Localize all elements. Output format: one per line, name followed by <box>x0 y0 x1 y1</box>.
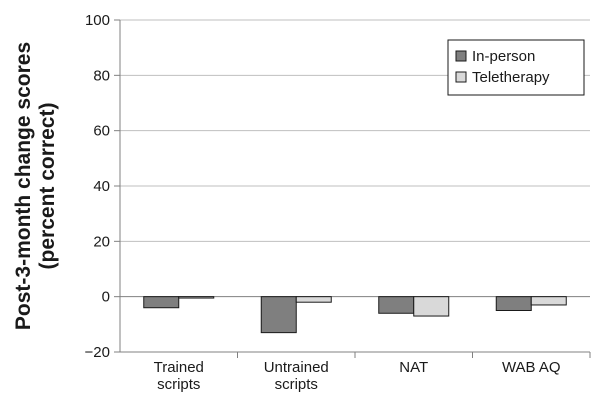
bar-teletherapy-3 <box>530 296 567 306</box>
bar-in-person-1 <box>260 296 297 334</box>
x-category-label: Untrained <box>264 359 329 376</box>
legend-swatch <box>455 50 467 62</box>
y-tick-label: 80 <box>93 67 110 84</box>
y-tick-label: 60 <box>93 123 110 140</box>
y-tick-label: −20 <box>85 344 110 361</box>
bar-teletherapy-2 <box>413 296 450 317</box>
x-category-label: scripts <box>275 376 318 393</box>
x-category-label: Trained <box>154 359 204 376</box>
x-category-label: WAB AQ <box>502 359 561 376</box>
x-category-label: scripts <box>157 376 200 393</box>
bar-teletherapy-0 <box>178 296 215 299</box>
legend-label: In-person <box>472 48 535 65</box>
legend-label: Teletherapy <box>472 69 550 86</box>
y-axis-label: Post-3-month change scores <box>12 42 35 330</box>
x-category-label: NAT <box>399 359 428 376</box>
y-tick-label: 20 <box>93 233 110 250</box>
y-tick-label: 100 <box>85 12 110 29</box>
y-tick-label: 40 <box>93 178 110 195</box>
y-axis-label: (percent correct) <box>36 103 59 270</box>
bar-in-person-0 <box>143 296 180 309</box>
legend-swatch <box>455 71 467 83</box>
y-tick-label: 0 <box>102 289 110 306</box>
bar-teletherapy-1 <box>295 296 332 303</box>
legend-box <box>447 39 585 96</box>
bar-in-person-2 <box>378 296 415 314</box>
bar-in-person-3 <box>495 296 532 311</box>
